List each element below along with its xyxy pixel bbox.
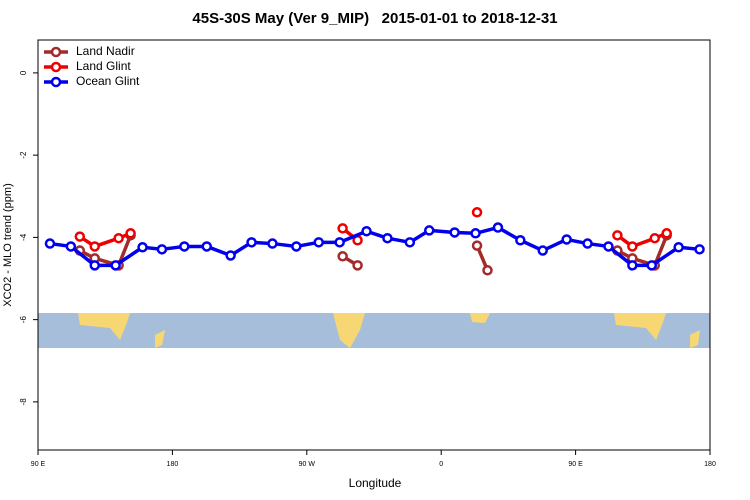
data-point [89, 241, 100, 252]
data-point [156, 244, 168, 255]
data-point [352, 260, 363, 271]
y-tick-label: -2 [19, 151, 28, 159]
x-tick-label: 180 [167, 461, 179, 468]
series-line [79, 234, 669, 271]
x-tick-label: 0 [439, 461, 443, 468]
data-point [537, 245, 548, 256]
legend-marker [50, 76, 62, 88]
data-point [137, 242, 148, 253]
legend-marker [50, 61, 62, 73]
data-point [291, 241, 302, 252]
x-axis-label: Longitude [349, 476, 402, 490]
data-point [424, 225, 435, 236]
data-point [470, 228, 481, 239]
data-point [89, 260, 100, 271]
data-point [471, 207, 483, 218]
plot-frame [37, 39, 711, 451]
data-point [179, 241, 190, 252]
data-point [404, 237, 416, 248]
legend-label: Land Nadir [76, 44, 135, 58]
data-point [313, 237, 324, 248]
data-point [649, 232, 660, 244]
data-point [361, 225, 372, 237]
y-axis-label: XCO2 - MLO trend (ppm) [2, 183, 14, 306]
x-tick-label: 180 [704, 461, 716, 468]
data-point [492, 222, 504, 233]
data-point [382, 232, 393, 244]
chart-title: 45S-30S May (Ver 9_MIP) 2015-01-01 to 20… [192, 10, 557, 27]
data-point [225, 250, 236, 261]
data-point [515, 235, 526, 246]
data-point [612, 230, 623, 241]
data-point [603, 241, 614, 252]
data-point [627, 241, 638, 252]
data-point [482, 265, 493, 276]
data-point [267, 238, 278, 249]
map-strip [38, 313, 710, 348]
x-tick-label: 90 E [568, 461, 583, 468]
x-tick-label: 90 W [299, 461, 316, 468]
data-point [673, 242, 684, 253]
data-point [337, 251, 348, 262]
legend-label: Land Glint [76, 59, 131, 73]
y-tick-label: 0 [19, 70, 28, 75]
data-point [561, 234, 572, 245]
data-point [246, 237, 257, 248]
data-point [44, 238, 56, 249]
data-point [646, 260, 658, 271]
legend-label: Ocean Glint [76, 74, 140, 88]
data-point [694, 244, 705, 255]
data-point [110, 260, 121, 271]
y-tick-label: -6 [19, 316, 28, 324]
data-point [201, 241, 212, 252]
data-point [337, 223, 348, 234]
data-point [582, 238, 593, 249]
data-point [65, 241, 77, 252]
data-point [74, 231, 86, 242]
data-point [627, 260, 638, 271]
y-tick-label: -4 [19, 233, 28, 241]
data-point [113, 232, 124, 244]
data-point [334, 237, 345, 248]
data-point [449, 227, 460, 238]
data-point [471, 240, 483, 251]
data-point [125, 228, 136, 239]
y-tick-label: -8 [19, 398, 28, 406]
data-point [661, 228, 672, 239]
series-line [78, 226, 668, 249]
x-tick-label: 90 E [31, 461, 46, 468]
legend-marker [50, 46, 62, 58]
